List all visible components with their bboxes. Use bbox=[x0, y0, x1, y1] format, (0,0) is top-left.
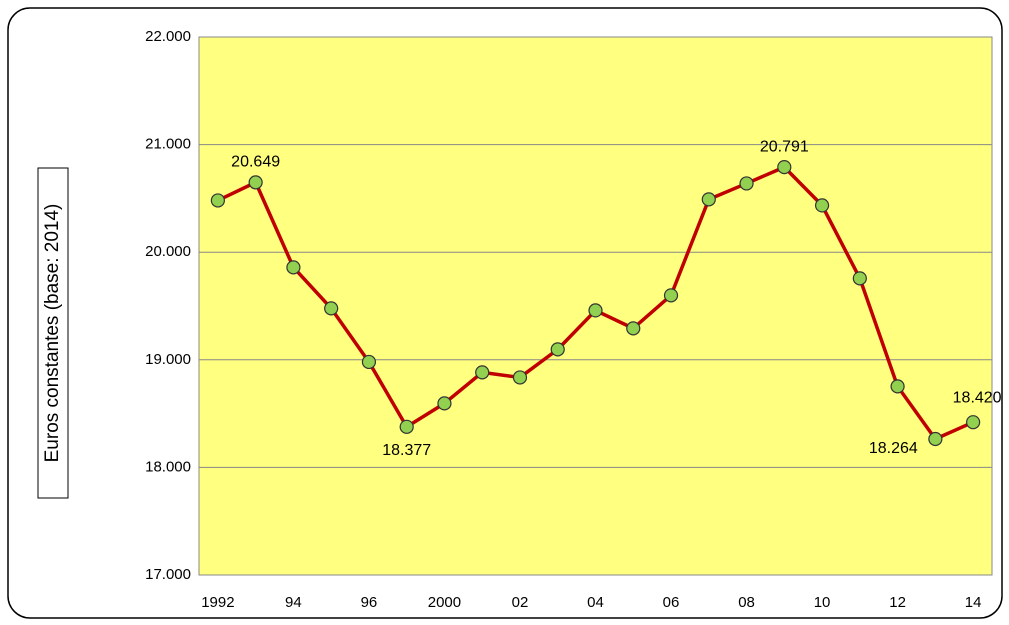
data-label: 20.649 bbox=[231, 154, 280, 171]
data-point bbox=[512, 370, 528, 385]
y-tick-label: 20.000 bbox=[145, 243, 191, 260]
y-label-box bbox=[37, 167, 69, 499]
x-tick-label: 06 bbox=[663, 594, 680, 611]
y-axis-label: Euros constantes (base: 2014) bbox=[42, 204, 63, 463]
x-tick-label: 94 bbox=[285, 594, 302, 611]
data-point bbox=[663, 288, 679, 303]
x-tick-label: 96 bbox=[361, 594, 378, 611]
data-point bbox=[475, 365, 490, 380]
y-tick-label: 17.000 bbox=[145, 566, 191, 583]
data-point bbox=[777, 159, 792, 175]
x-tick-label: 1992 bbox=[201, 594, 234, 611]
data-point bbox=[399, 419, 414, 434]
data-point bbox=[550, 342, 565, 357]
data-point bbox=[324, 301, 339, 316]
x-tick-label: 02 bbox=[512, 594, 529, 611]
data-point bbox=[852, 271, 867, 286]
x-tick-label: 12 bbox=[889, 594, 906, 611]
x-tick-label: 14 bbox=[965, 594, 982, 611]
x-tick-label: 10 bbox=[814, 594, 831, 611]
data-point bbox=[966, 415, 981, 430]
data-label: 18.377 bbox=[382, 442, 431, 459]
y-tick-label: 21.000 bbox=[145, 136, 191, 153]
y-tick-label: 22.000 bbox=[145, 28, 191, 45]
y-tick-label: 18.000 bbox=[145, 458, 191, 475]
data-point bbox=[437, 396, 452, 411]
data-point bbox=[626, 321, 641, 336]
data-point bbox=[739, 176, 754, 191]
data-point bbox=[814, 198, 830, 213]
y-tick-label: 19.000 bbox=[145, 351, 191, 368]
data-point bbox=[701, 192, 716, 207]
data-label: 20.791 bbox=[760, 138, 809, 155]
data-point bbox=[588, 303, 603, 318]
data-point bbox=[928, 431, 943, 447]
x-tick-label: 2000 bbox=[428, 594, 461, 611]
data-point bbox=[210, 193, 225, 208]
x-tick-label: 04 bbox=[587, 594, 604, 611]
data-label: 18.420 bbox=[953, 389, 1002, 406]
data-point bbox=[286, 260, 301, 275]
data-label: 18.264 bbox=[869, 440, 918, 457]
data-point bbox=[248, 175, 263, 190]
data-point bbox=[361, 354, 377, 370]
data-point bbox=[890, 379, 905, 394]
x-tick-label: 08 bbox=[738, 594, 755, 611]
